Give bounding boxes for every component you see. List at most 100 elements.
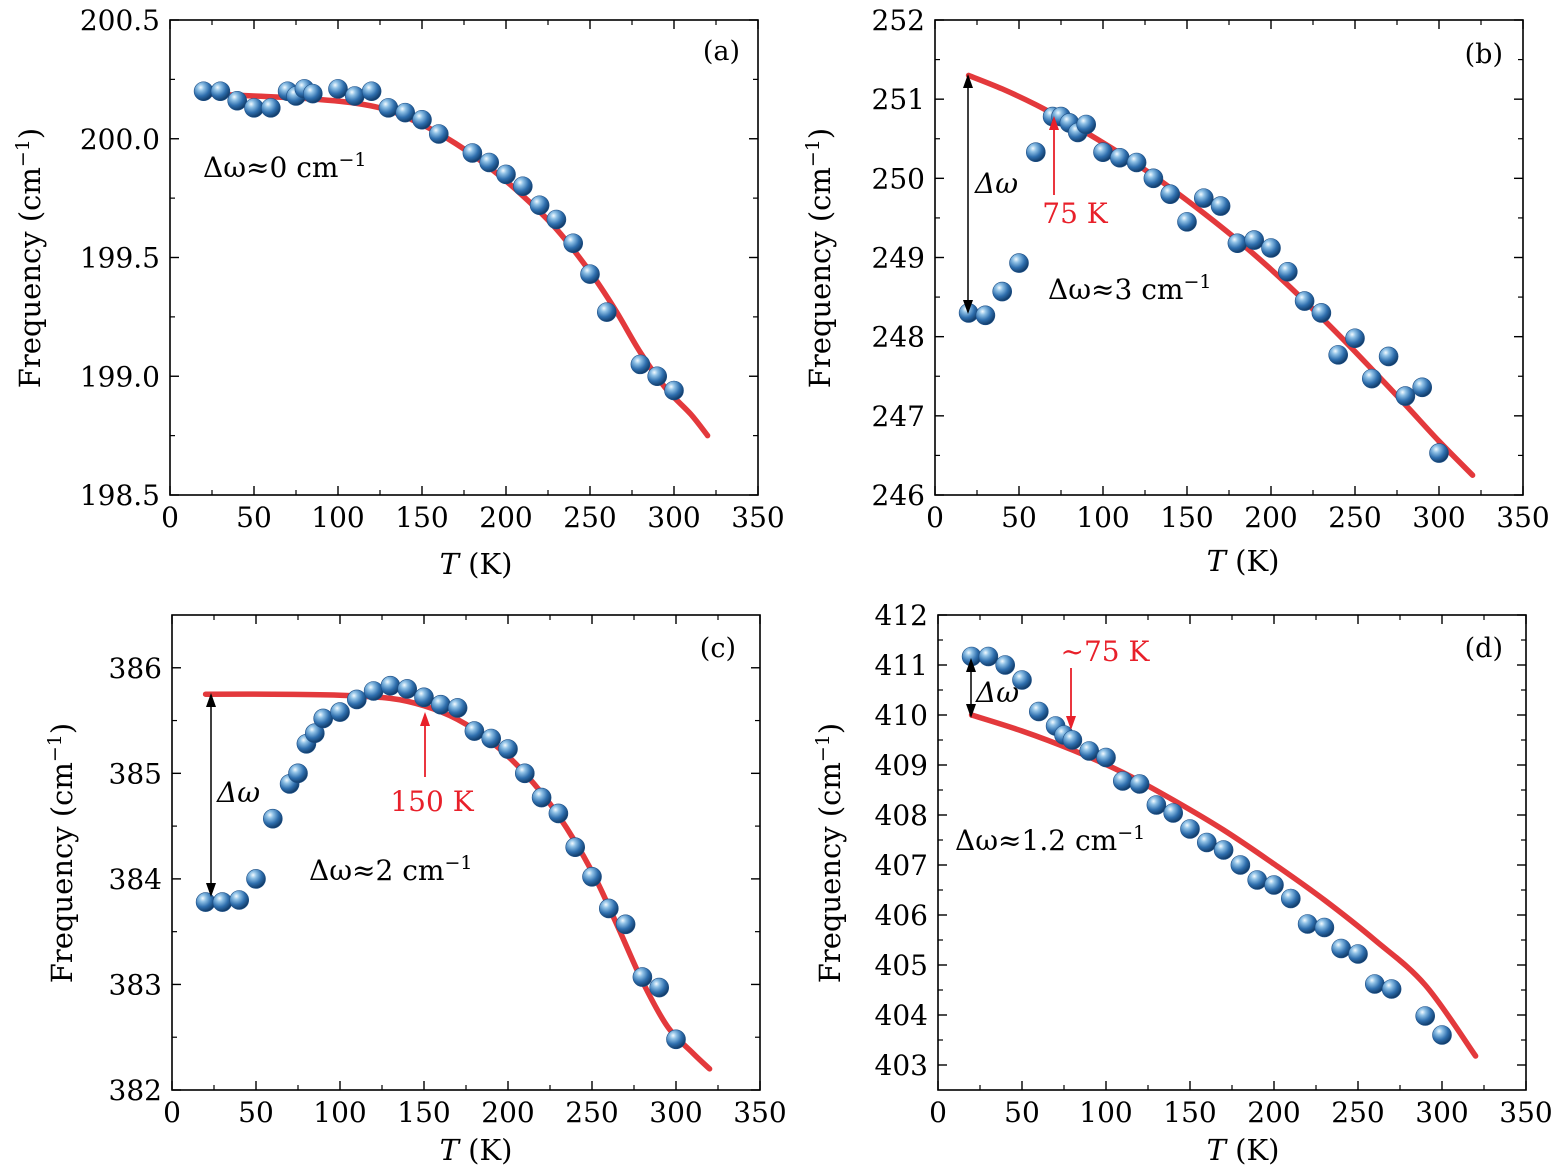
data-point: [1378, 346, 1399, 367]
data-point: [1026, 142, 1046, 163]
data-point: [1314, 917, 1335, 938]
y-axis-label: Frequency (cm−1): [12, 128, 47, 388]
data-point: [1345, 328, 1365, 349]
panel-label: (d): [1465, 633, 1503, 664]
y-tick-label: 252: [872, 4, 925, 37]
x-tick-label: 300: [1415, 1096, 1468, 1129]
panel-label: (a): [703, 36, 740, 67]
y-tick-label: 404: [875, 999, 928, 1032]
fit-line: [202, 691, 713, 1072]
y-tick-label: 411: [875, 649, 928, 682]
data-point: [1110, 147, 1130, 168]
data-point: [1261, 238, 1281, 258]
delta-omega-arrow: [206, 693, 216, 897]
data-point: [498, 739, 518, 759]
data-point: [1227, 233, 1248, 254]
data-point: [1210, 196, 1231, 216]
x-axis-label: T (K): [1207, 544, 1280, 578]
data-point: [397, 679, 418, 699]
tick-labels: 0 50 100 150 200 250 300 350 198.5 199.0 199.5 200.…: [80, 4, 785, 534]
x-tick-label: 150: [1160, 501, 1213, 534]
x-tick-label: 150: [397, 1096, 450, 1129]
data-point: [1281, 888, 1301, 909]
plot-frame: [169, 19, 759, 496]
data-points: [961, 646, 1452, 1045]
data-point: [1247, 870, 1267, 890]
data-point: [632, 967, 653, 987]
x-tick-label: 350: [731, 501, 784, 534]
x-tick-label: 50: [1001, 501, 1037, 534]
panel-b: 0 50 100 150 200 250 300 350 246 247 248 249 250 251 2…: [802, 4, 1550, 578]
x-tick-label: 350: [1496, 501, 1549, 534]
y-tick-label: 409: [875, 749, 928, 782]
x-tick-label: 100: [1076, 501, 1129, 534]
data-point: [1062, 730, 1083, 750]
data-point: [1129, 774, 1150, 794]
data-point: [1180, 819, 1200, 839]
data-point: [1079, 741, 1099, 761]
data-point: [664, 380, 684, 401]
delta-omega-label: Δω≈0 cm−1: [203, 149, 366, 184]
y-tick-label: 405: [875, 949, 928, 982]
y-tick-label: 251: [872, 83, 925, 116]
y-axis-label: Frequency (cm−1): [812, 723, 847, 983]
delta-omega-label: Δω≈3 cm−1: [1048, 271, 1211, 306]
data-point: [647, 366, 668, 387]
data-point: [649, 977, 670, 998]
delta-omega-arrow: [963, 74, 973, 314]
data-points: [193, 79, 684, 401]
y-tick-label: 246: [872, 479, 925, 512]
data-point: [548, 803, 569, 824]
x-axis-label: T (K): [1207, 1133, 1280, 1167]
data-point: [328, 79, 348, 99]
data-point: [346, 689, 367, 710]
data-point: [531, 787, 552, 808]
x-tick-label: 150: [1163, 1096, 1216, 1129]
data-point: [227, 90, 247, 111]
delta-omega-label: Δω≈1.2 cm−1: [955, 822, 1145, 857]
data-point: [1415, 1006, 1435, 1026]
y-tick-label: 412: [875, 599, 928, 632]
y-tick-label: 408: [875, 799, 928, 832]
delta-omega-arrow: [966, 658, 976, 718]
x-tick-label: 300: [647, 501, 700, 534]
x-tick-label: 250: [563, 501, 616, 534]
data-point: [330, 702, 350, 722]
temperature-arrow-label: 75 K: [1042, 197, 1109, 230]
x-tick-label: 100: [1079, 1096, 1132, 1129]
x-tick-label: 200: [1244, 501, 1297, 534]
data-point: [344, 86, 365, 106]
data-point: [563, 233, 584, 254]
panel-label: (b): [1465, 39, 1503, 70]
data-point: [304, 723, 325, 744]
x-tick-label: 250: [1331, 1096, 1384, 1129]
fit-curve: [200, 90, 711, 439]
data-point: [514, 763, 535, 784]
data-point: [1163, 803, 1183, 823]
data-point: [1009, 253, 1029, 273]
data-point: [193, 81, 214, 102]
data-point: [1113, 771, 1133, 791]
y-tick-label: 383: [109, 968, 162, 1001]
x-axis-label: T (K): [440, 547, 513, 581]
data-point: [529, 195, 550, 216]
data-point: [1432, 1025, 1452, 1045]
delta-omega-arrow-label: Δω: [216, 776, 260, 809]
data-point: [1244, 230, 1264, 250]
x-tick-label: 200: [479, 501, 532, 534]
delta-omega-arrow-label: Δω: [974, 167, 1018, 200]
panel-a: 0 50 100 150 200 250 300 350 198.5 199.0 199.5 200.…: [12, 4, 785, 581]
data-points: [958, 106, 1449, 463]
temperature-arrow-label: ~75 K: [1061, 635, 1151, 668]
x-tick-label: 100: [313, 1096, 366, 1129]
data-point: [1177, 212, 1197, 232]
temperature-arrow: [1066, 668, 1076, 730]
fit-line: [968, 712, 1479, 1059]
data-point: [1328, 345, 1348, 365]
tick-labels: 0 50 100 150 200 250 300 350 403 404 405 406 407 408 4…: [875, 599, 1553, 1129]
y-tick-label: 250: [872, 162, 925, 195]
data-point: [1213, 840, 1234, 860]
data-point: [1143, 168, 1164, 189]
data-point: [598, 898, 619, 919]
